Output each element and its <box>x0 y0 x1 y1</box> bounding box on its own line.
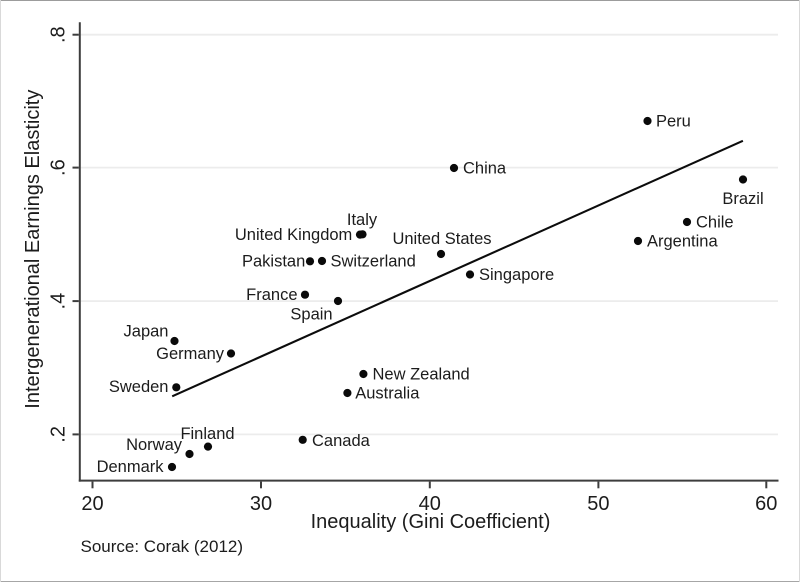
svg-text:United States: United States <box>392 230 491 248</box>
svg-text:Peru: Peru <box>656 113 691 131</box>
svg-text:.8: .8 <box>47 26 69 43</box>
svg-text:Germany: Germany <box>156 345 225 363</box>
svg-text:50: 50 <box>587 493 609 515</box>
svg-text:Source: Corak (2012): Source: Corak (2012) <box>81 537 244 556</box>
svg-text:Norway: Norway <box>126 436 183 454</box>
svg-text:Australia: Australia <box>355 385 420 403</box>
svg-text:60: 60 <box>755 493 777 515</box>
svg-text:Singapore: Singapore <box>479 266 554 284</box>
svg-text:30: 30 <box>250 493 272 515</box>
svg-text:40: 40 <box>419 493 441 515</box>
svg-text:Chile: Chile <box>696 214 734 232</box>
svg-text:Italy: Italy <box>347 211 378 229</box>
svg-text:Switzerland: Switzerland <box>331 253 416 271</box>
svg-text:Canada: Canada <box>312 432 371 450</box>
svg-text:Inequality (Gini Coefficient): Inequality (Gini Coefficient) <box>311 511 551 533</box>
svg-text:Pakistan: Pakistan <box>242 253 305 271</box>
svg-text:United Kingdom: United Kingdom <box>235 226 352 244</box>
svg-text:Argentina: Argentina <box>647 233 718 251</box>
svg-text:France: France <box>246 286 297 304</box>
svg-text:New Zealand: New Zealand <box>373 366 470 384</box>
svg-text:.4: .4 <box>47 293 69 310</box>
svg-text:Brazil: Brazil <box>722 190 763 208</box>
svg-text:Intergenerational Earnings Ela: Intergenerational Earnings Elasticity <box>22 90 44 409</box>
svg-text:.2: .2 <box>47 426 69 443</box>
svg-text:Denmark: Denmark <box>97 458 165 476</box>
svg-text:Spain: Spain <box>290 306 332 324</box>
svg-text:Finland: Finland <box>180 425 234 443</box>
svg-text:Sweden: Sweden <box>109 378 169 396</box>
svg-text:China: China <box>463 160 507 178</box>
svg-text:.6: .6 <box>47 159 69 176</box>
svg-text:20: 20 <box>81 493 103 515</box>
svg-text:Japan: Japan <box>124 323 169 341</box>
